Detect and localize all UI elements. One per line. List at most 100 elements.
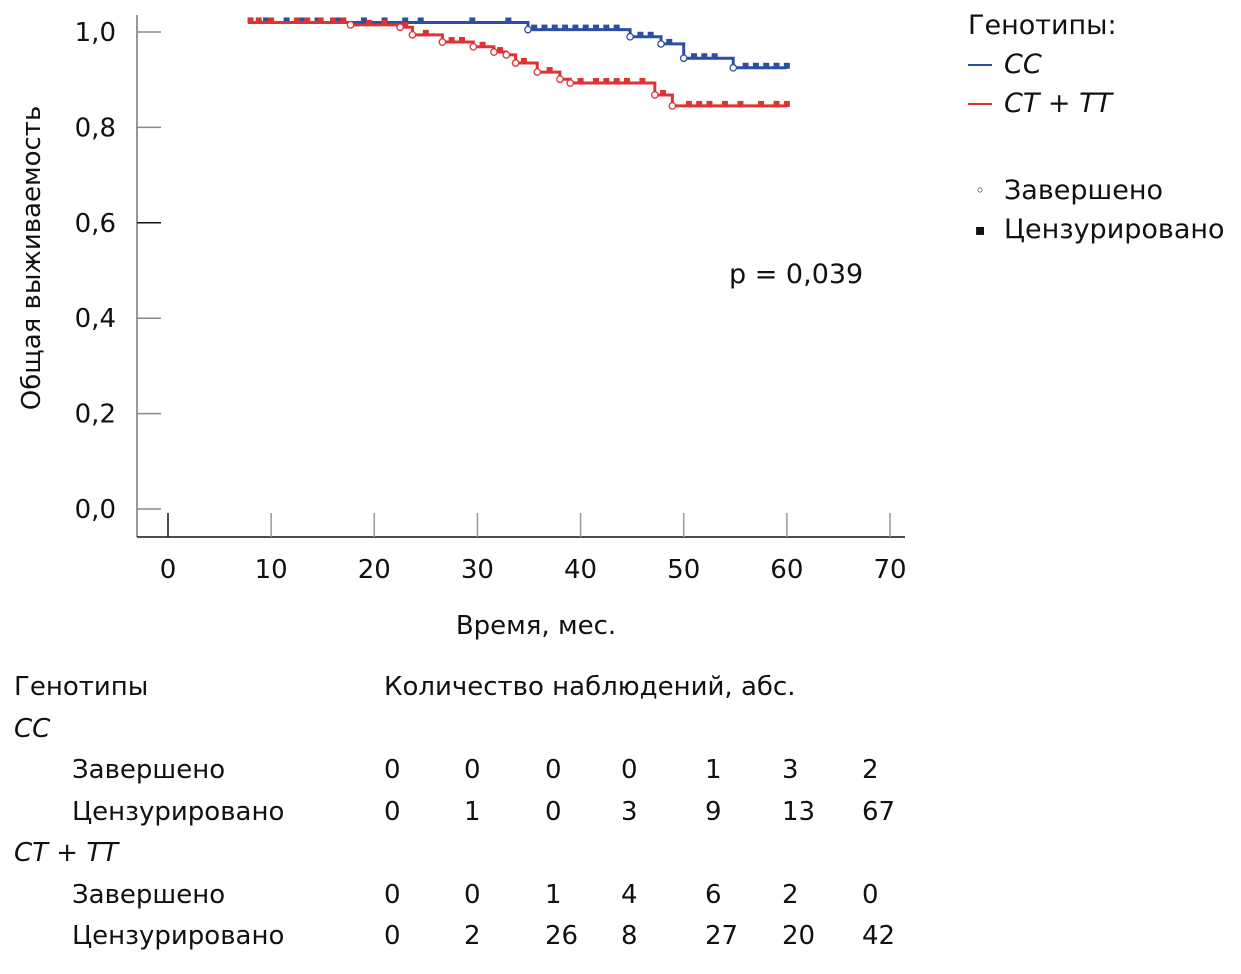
event-mark (729, 63, 738, 72)
censored-mark (685, 100, 692, 107)
censored-mark (577, 78, 584, 85)
event-mark (502, 51, 511, 59)
table-cell: 42 (862, 921, 896, 951)
event-mark (533, 68, 542, 76)
legend-item-completed: ◦ Завершено (968, 171, 1225, 210)
censored-mark (469, 17, 476, 24)
censored-mark (546, 67, 553, 74)
censored-mark (783, 62, 790, 69)
table-cell: 0 (621, 755, 638, 785)
table-cell: 1 (705, 755, 722, 785)
table-cell: 13 (782, 796, 816, 827)
censored-mark (582, 24, 589, 31)
x-tick-label: 70 (873, 555, 906, 585)
y-ticks: 0,0 0,2 0,4 0,6 0,8 1,0 (75, 18, 161, 525)
x-tick-label: 30 (461, 555, 494, 585)
table-cell: 6 (705, 879, 722, 910)
table-cell: 0 (384, 921, 401, 951)
series-cc (247, 17, 790, 72)
event-mark (657, 40, 665, 48)
y-tick-label: 0,8 (75, 113, 116, 143)
censored-mark (647, 31, 654, 38)
table-cell: 67 (862, 796, 896, 827)
header-genotypes: Генотипы (14, 672, 149, 702)
censored-mark (572, 24, 579, 31)
censored-mark (763, 62, 770, 69)
axes (136, 15, 905, 538)
y-tick-label: 0,2 (75, 400, 116, 430)
censored-mark (773, 100, 780, 107)
censored-mark (505, 17, 512, 24)
x-tick-label: 20 (358, 555, 391, 585)
censored-mark (639, 78, 646, 85)
censored-mark (247, 17, 254, 24)
survival-curves (247, 17, 790, 110)
row-label: Цензурировано (72, 796, 285, 827)
legend-item-ct-tt: CT + TT (968, 84, 1225, 123)
legend-title: Генотипы: (968, 10, 1117, 41)
censored-mark (520, 58, 527, 65)
censored-mark (417, 17, 424, 24)
censored-mark (623, 78, 630, 85)
x-tick-label: 50 (667, 555, 700, 585)
blue-line-swatch-icon (968, 63, 992, 66)
censored-mark (479, 41, 486, 48)
table-cell: 9 (705, 796, 722, 827)
censored-mark (422, 29, 429, 36)
group-name: CT + TT (14, 838, 119, 868)
table-cell: 26 (545, 921, 579, 951)
p-value-annotation: p = 0,039 (729, 259, 864, 290)
censored-mark (262, 17, 269, 24)
censored-mark (304, 17, 311, 24)
censored-mark (458, 37, 465, 44)
table-cell: 3 (621, 796, 638, 827)
legend: Генотипы: CC CT + TT ◦ Завершено ▪ Цензу… (968, 6, 1225, 249)
legend-item-cc: CC (968, 45, 1225, 84)
event-mark (346, 20, 355, 29)
table-cell: 0 (862, 879, 879, 910)
table-cell: 0 (384, 755, 401, 785)
censored-mark (330, 17, 337, 24)
event-mark (650, 91, 659, 99)
censored-mark (737, 100, 744, 107)
table-cell: 2 (862, 755, 879, 785)
censored-mark (742, 62, 749, 69)
table-cell: 0 (545, 796, 562, 827)
table-cell: 27 (705, 921, 739, 951)
censored-mark (783, 100, 790, 107)
censored-mark (317, 17, 324, 24)
x-tick-label: 40 (564, 555, 597, 585)
censored-mark (299, 17, 306, 24)
censored-mark (706, 100, 713, 107)
event-mark (524, 25, 532, 34)
km-chart: 0,0 0,2 0,4 0,6 0,8 1,0 0 10 20 30 40 50 60 70 Общая… (17, 15, 907, 641)
x-tick-label: 10 (255, 555, 288, 585)
table-cell: 1 (545, 879, 562, 910)
filled-square-icon: ▪ (974, 220, 986, 239)
table-cell: 3 (782, 755, 799, 785)
event-mark (469, 42, 478, 51)
censored-mark (293, 17, 300, 24)
censored-mark (666, 38, 673, 45)
y-tick-label: 0,0 (75, 495, 116, 525)
censored-mark (773, 62, 780, 69)
censored-mark (562, 24, 569, 31)
censored-mark (701, 53, 708, 60)
legend-label-completed: Завершено (1004, 175, 1164, 206)
event-mark (438, 38, 447, 46)
event-mark (626, 32, 634, 41)
censored-mark (637, 31, 644, 38)
table-cell: 0 (464, 879, 481, 910)
table-cell: 0 (464, 755, 481, 785)
censored-mark (448, 37, 455, 44)
censored-mark (752, 62, 759, 69)
censored-mark (593, 78, 600, 85)
table-cell: 2 (464, 921, 481, 951)
censored-mark (402, 17, 409, 24)
row-label: Завершено (72, 879, 226, 910)
censored-mark (613, 24, 620, 31)
row-label: Завершено (72, 755, 226, 785)
y-axis-title: Общая выживаемость (17, 106, 47, 411)
x-axis-title: Время, мес. (456, 611, 616, 641)
event-mark (556, 75, 564, 84)
